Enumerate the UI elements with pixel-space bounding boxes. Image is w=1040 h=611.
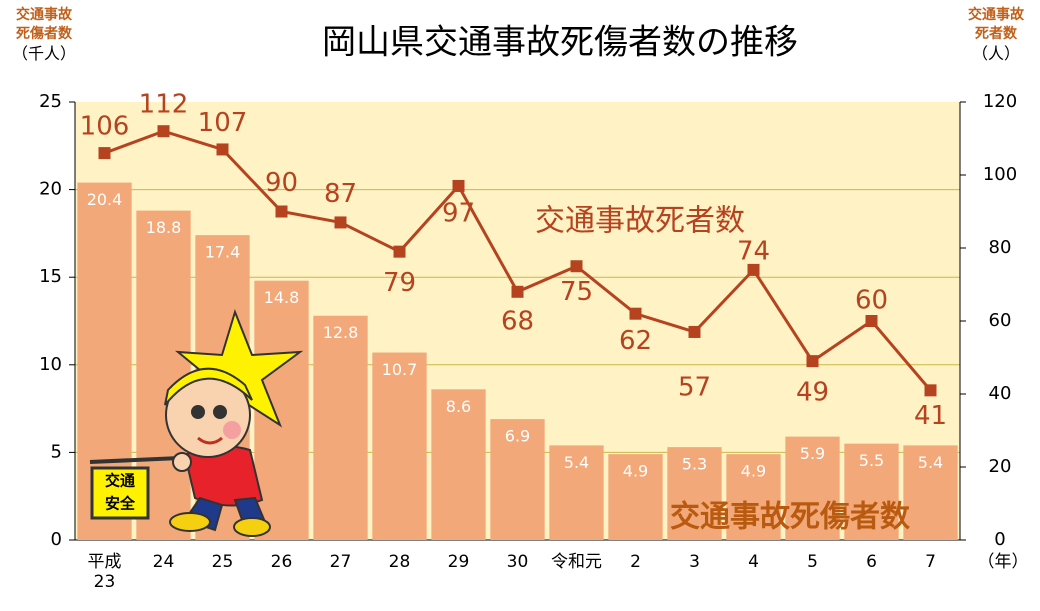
bar-value-label: 5.5 [859, 451, 884, 470]
bar-value-label: 18.8 [146, 218, 182, 237]
line-value-label: 90 [265, 168, 298, 198]
bar [608, 454, 663, 540]
line-point [452, 179, 465, 192]
bar-value-label: 5.4 [564, 453, 589, 472]
line-point [570, 260, 583, 273]
y2-tick-label: 0 [994, 529, 1005, 550]
series-label: 交通事故死傷者数 [670, 500, 911, 535]
y-axis-label: 交通事故 死傷者数 （千人） [8, 6, 80, 65]
bar [667, 447, 722, 540]
bar-value-label: 5.9 [800, 444, 825, 463]
y2-tick-label: 20 [989, 456, 1012, 477]
y2-tick-label: 80 [989, 237, 1012, 258]
x-tick-label: 29 [447, 552, 470, 572]
x-tick-label: 令和元 [551, 552, 602, 572]
line-point [806, 355, 819, 368]
x-tick-label: 3 [689, 552, 700, 572]
x-axis-unit: （年） [977, 552, 1029, 572]
line-point [629, 307, 642, 320]
bar-value-label: 6.9 [505, 427, 530, 446]
line-value-label: 87 [324, 179, 357, 209]
bar [549, 445, 604, 540]
bar-value-label: 5.4 [918, 453, 943, 472]
y2-tick-label: 40 [989, 383, 1012, 404]
line-value-label: 79 [383, 268, 416, 298]
line-point [865, 315, 878, 327]
y-axis-title: 交通事故 死傷者数 [16, 7, 72, 42]
line-point [688, 325, 701, 338]
bar-value-label: 10.7 [382, 360, 418, 379]
line-value-label: 57 [678, 372, 711, 402]
x-tick-label: 24 [152, 552, 175, 572]
y-tick-label: 20 [39, 179, 62, 200]
y2-tick-label: 120 [983, 91, 1017, 112]
line-value-label: 60 [855, 286, 888, 316]
line-value-label: 106 [80, 112, 130, 142]
bar-value-label: 4.9 [623, 462, 648, 481]
y2-tick-label: 60 [989, 310, 1012, 331]
x-tick-label: 6 [866, 552, 877, 572]
bar-value-label: 12.8 [323, 323, 359, 342]
bar [372, 352, 427, 540]
y2-axis-label: 交通事故 死者数 （人） [960, 6, 1032, 65]
x-tick-label: 4 [748, 552, 759, 572]
line-point [98, 147, 111, 160]
y-axis-unit: （千人） [11, 44, 76, 63]
sign-text: 安全 [105, 495, 136, 513]
x-tick-label: 5 [807, 552, 818, 572]
y-tick-label: 0 [51, 529, 62, 550]
mascot: 交通 安全 [89, 308, 304, 537]
line-point [393, 245, 406, 258]
line-point [275, 205, 288, 218]
bar-value-label: 8.6 [446, 397, 471, 416]
bar [844, 443, 899, 540]
y-tick-label: 15 [39, 266, 62, 287]
sign-text: 交通 [105, 472, 135, 490]
line-value-label: 107 [198, 108, 248, 138]
x-tick-label: 平成 23 [87, 552, 122, 592]
x-tick-label: 27 [329, 552, 352, 572]
line-value-label: 97 [442, 198, 475, 228]
x-tick-label: 25 [211, 552, 234, 572]
x-tick-label: 7 [925, 552, 936, 572]
chart-title: 岡山県交通事故死傷者数の推移 [322, 23, 798, 63]
line-value-label: 49 [796, 378, 829, 408]
bar-value-label: 17.4 [205, 243, 241, 262]
bar [313, 315, 368, 540]
line-point [216, 143, 229, 156]
line-point [747, 263, 760, 276]
y2-axis-unit: （人） [971, 44, 1020, 63]
line-value-label: 74 [737, 236, 770, 266]
y-tick-label: 25 [39, 91, 62, 112]
line-point [511, 285, 524, 298]
y-tick-label: 5 [51, 441, 62, 462]
line-value-label: 41 [914, 401, 947, 431]
bar-value-label: 4.9 [741, 462, 766, 481]
bar [490, 419, 545, 540]
bar [726, 454, 781, 540]
bar [431, 389, 486, 540]
line-value-label: 68 [501, 306, 534, 336]
line-point [334, 216, 347, 229]
bar [903, 445, 958, 540]
x-tick-label: 26 [270, 552, 293, 572]
bar [785, 436, 840, 540]
bar-value-label: 5.3 [682, 455, 707, 474]
line-value-label: 112 [139, 90, 189, 120]
bar-value-label: 14.8 [264, 288, 300, 307]
x-tick-label: 28 [388, 552, 411, 572]
x-tick-label: 30 [506, 552, 529, 572]
y2-tick-label: 100 [983, 164, 1017, 185]
line-point [924, 384, 937, 397]
series-label: 交通事故死者数 [535, 204, 745, 239]
x-tick-label: 2 [630, 552, 641, 572]
y-tick-label: 10 [39, 354, 62, 375]
line-value-label: 75 [560, 277, 593, 307]
line-value-label: 62 [619, 326, 652, 356]
y2-axis-title: 交通事故 死者数 [968, 7, 1024, 42]
bar-value-label: 20.4 [87, 190, 123, 209]
line-point [157, 125, 170, 138]
